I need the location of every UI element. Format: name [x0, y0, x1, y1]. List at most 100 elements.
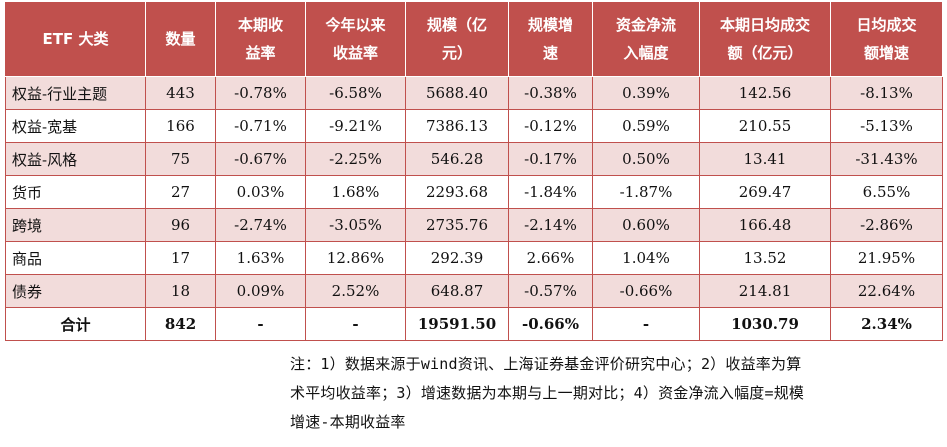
table-header: ETF 大类 数量 本期收 益率 今年以来 收益率 规模（亿 元） 规模增速资金净流 入幅度 本期日…: [5, 1, 943, 77]
value-cell: -0.12%: [508, 109, 593, 143]
value-cell: 18: [145, 274, 216, 308]
value-cell: -5.13%: [830, 109, 943, 143]
footnote-line: 增速-本期收益率: [290, 413, 406, 431]
value-cell: 75: [145, 142, 216, 176]
column-header-text: 日均成交: [856, 16, 917, 34]
total-row: 合计 842- -19591.50 -0.66% -1030.79 2.34%: [5, 307, 943, 341]
column-header-text: 本期日均成交: [719, 16, 810, 34]
category-cell: 权益-行业主题: [5, 76, 146, 110]
value-cell: 2.66%: [508, 241, 593, 275]
value-cell: 142.56: [699, 76, 831, 110]
column-header-text: 元）: [441, 44, 472, 62]
category-cell: 权益-风格: [5, 142, 146, 176]
column-header: 今年以来 收益率: [305, 1, 406, 77]
value-cell: -: [215, 307, 306, 341]
value-cell: -1.87%: [592, 175, 700, 209]
footnote-line: 注：1）数据来源于wind资讯、上海证券基金评价研究中心；2）收益率为算: [290, 355, 802, 373]
column-header: 本期日均成交 额（亿元）: [699, 1, 831, 77]
value-cell: 443: [145, 76, 216, 110]
column-header-text: 额（亿元）: [727, 44, 803, 62]
column-header-text: 今年以来: [325, 16, 386, 34]
value-cell: -0.66%: [508, 307, 593, 341]
category-cell: 商品: [5, 241, 146, 275]
column-header-text: 益率: [245, 44, 276, 62]
column-header: 日均成交 额增速: [830, 1, 943, 77]
column-header-text: 速: [542, 44, 558, 62]
footnote: 注：1）数据来源于wind资讯、上海证券基金评价研究中心；2）收益率为算 术平均…: [290, 350, 945, 437]
etf-summary-table: ETF 大类 数量 本期收 益率 今年以来 收益率 规模（亿 元） 规模增速资金净流 入幅度 本期日…: [5, 1, 943, 341]
column-header: ETF 大类: [5, 1, 146, 77]
value-cell: -2.14%: [508, 208, 593, 242]
value-cell: -2.74%: [215, 208, 306, 242]
value-cell: -0.66%: [592, 274, 700, 308]
category-cell: 债券: [5, 274, 146, 308]
category-cell: 货币: [5, 175, 146, 209]
value-cell: 21.95%: [830, 241, 943, 275]
value-cell: 13.41: [699, 142, 831, 176]
value-cell: -9.21%: [305, 109, 406, 143]
table-row: 权益-风格 75 -0.67% -2.25% 546.28 -0.17% 0.50% 13.4…: [5, 142, 943, 176]
column-header-text: 额增速: [863, 44, 909, 62]
value-cell: -0.67%: [215, 142, 306, 176]
column-header-text: 规模（亿: [426, 16, 487, 34]
header-row: ETF 大类 数量 本期收 益率 今年以来 收益率 规模（亿 元） 规模增速资金净流 入幅度 本期日…: [5, 1, 943, 77]
value-cell: -6.58%: [305, 76, 406, 110]
table-row: 跨境 96 -2.74% -3.05% 2735.76 -2.14% 0.60% 166.48…: [5, 208, 943, 242]
value-cell: 1.68%: [305, 175, 406, 209]
value-cell: -2.86%: [830, 208, 943, 242]
column-header: 资金净流 入幅度: [592, 1, 700, 77]
value-cell: 0.50%: [592, 142, 700, 176]
column-header-text: 收益率: [332, 44, 378, 62]
value-cell: -: [592, 307, 700, 341]
value-cell: 13.52: [699, 241, 831, 275]
column-header-text: 数量: [165, 30, 196, 48]
value-cell: 214.81: [699, 274, 831, 308]
value-cell: 292.39: [405, 241, 509, 275]
value-cell: 0.03%: [215, 175, 306, 209]
value-cell: 27: [145, 175, 216, 209]
value-cell: -0.17%: [508, 142, 593, 176]
value-cell: 2.52%: [305, 274, 406, 308]
value-cell: 6.55%: [830, 175, 943, 209]
table-body: 权益-行业主题 443 -0.78% -6.58% 5688.40 -0.38% 0.39%…: [5, 76, 943, 341]
value-cell: 166.48: [699, 208, 831, 242]
value-cell: 7386.13: [405, 109, 509, 143]
value-cell: 210.55: [699, 109, 831, 143]
footnote-line: 术平均收益率；3）增速数据为本期与上一期对比；4）资金净流入幅度=规模: [290, 384, 805, 402]
value-cell: -0.78%: [215, 76, 306, 110]
value-cell: 0.09%: [215, 274, 306, 308]
value-cell: 1.63%: [215, 241, 306, 275]
category-cell: 合计: [5, 307, 146, 341]
value-cell: 2293.68: [405, 175, 509, 209]
value-cell: -0.57%: [508, 274, 593, 308]
value-cell: 2.34%: [830, 307, 943, 341]
category-cell: 跨境: [5, 208, 146, 242]
column-header-text: 规模增: [527, 16, 573, 34]
value-cell: 842: [145, 307, 216, 341]
value-cell: 546.28: [405, 142, 509, 176]
value-cell: -0.71%: [215, 109, 306, 143]
value-cell: 12.86%: [305, 241, 406, 275]
value-cell: 96: [145, 208, 216, 242]
value-cell: 269.47: [699, 175, 831, 209]
column-header-text: 入幅度: [623, 44, 669, 62]
table-row: 权益-行业主题 443 -0.78% -6.58% 5688.40 -0.38% 0.39%…: [5, 76, 943, 110]
value-cell: -1.84%: [508, 175, 593, 209]
value-cell: -0.38%: [508, 76, 593, 110]
category-cell: 权益-宽基: [5, 109, 146, 143]
column-header-text: 资金净流: [615, 16, 676, 34]
table-row: 权益-宽基 166 -0.71% -9.21% 7386.13 -0.12% 0.59% 21…: [5, 109, 943, 143]
value-cell: 5688.40: [405, 76, 509, 110]
column-header-text: ETF 大类: [42, 30, 109, 48]
table-row: 货币 27 0.03% 1.68% 2293.68 -1.84% -1.87% 269.47 6…: [5, 175, 943, 209]
value-cell: -3.05%: [305, 208, 406, 242]
value-cell: 648.87: [405, 274, 509, 308]
value-cell: 1.04%: [592, 241, 700, 275]
value-cell: 0.60%: [592, 208, 700, 242]
column-header-text: 本期收: [237, 16, 283, 34]
value-cell: 17: [145, 241, 216, 275]
value-cell: -31.43%: [830, 142, 943, 176]
value-cell: 2735.76: [405, 208, 509, 242]
etf-summary-table-wrapper: ETF 大类 数量 本期收 益率 今年以来 收益率 规模（亿 元） 规模增速资金净流 入幅度 本期日…: [5, 1, 943, 341]
column-header: 规模（亿元）: [405, 1, 509, 77]
